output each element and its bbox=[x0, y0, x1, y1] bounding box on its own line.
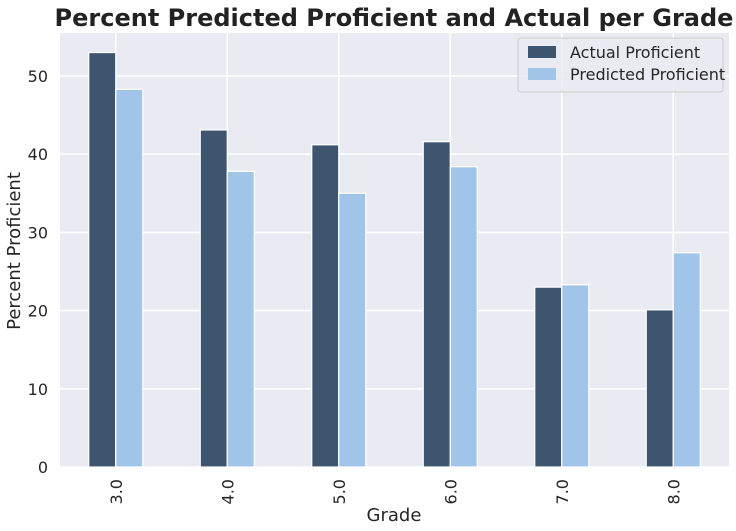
legend-box bbox=[517, 37, 724, 93]
plot-background bbox=[60, 33, 729, 467]
x-tick-label: 6.0 bbox=[441, 479, 460, 504]
y-tick-label: 50 bbox=[28, 67, 48, 86]
bar-predicted-6.0 bbox=[449, 166, 478, 468]
x-tick-label: 8.0 bbox=[664, 479, 683, 504]
legend-label: Predicted Proficient bbox=[570, 65, 725, 84]
x-tick-label: 4.0 bbox=[218, 479, 237, 504]
x-axis-label: Grade bbox=[367, 505, 422, 526]
x-tick-label: 3.0 bbox=[107, 479, 126, 504]
y-tick-label: 30 bbox=[28, 223, 48, 242]
x-tick-labels: 3.0 4.0 5.0 6.0 7.0 8.0 bbox=[107, 479, 684, 504]
bar-actual-8.0 bbox=[645, 309, 674, 468]
y-tick-label: 40 bbox=[28, 145, 48, 164]
y-tick-labels: 0 10 20 30 40 50 bbox=[28, 67, 48, 477]
legend: Actual Proficient Predicted Proficient bbox=[517, 37, 725, 93]
x-tick-label: 7.0 bbox=[553, 479, 572, 504]
bar-actual-3.0 bbox=[88, 51, 117, 468]
chart-title: Percent Predicted Proficient and Actual … bbox=[55, 4, 734, 32]
bar-actual-7.0 bbox=[534, 286, 563, 468]
y-tick-label: 10 bbox=[28, 380, 48, 399]
bar-actual-4.0 bbox=[199, 129, 228, 468]
bar-predicted-4.0 bbox=[226, 170, 255, 468]
y-axis-label: Percent Proficient bbox=[4, 172, 25, 330]
bar-actual-6.0 bbox=[422, 141, 451, 468]
y-tick-label: 0 bbox=[38, 458, 48, 477]
legend-swatch bbox=[528, 68, 556, 80]
bar-predicted-3.0 bbox=[115, 88, 144, 468]
legend-label: Actual Proficient bbox=[570, 43, 700, 62]
y-tick-label: 20 bbox=[28, 302, 48, 321]
bar-predicted-7.0 bbox=[561, 284, 590, 468]
x-tick-label: 5.0 bbox=[330, 479, 349, 504]
bar-predicted-5.0 bbox=[338, 192, 367, 468]
legend-swatch bbox=[528, 46, 556, 58]
bar-predicted-8.0 bbox=[672, 252, 701, 468]
bars bbox=[88, 51, 701, 468]
bar-actual-5.0 bbox=[311, 144, 340, 468]
